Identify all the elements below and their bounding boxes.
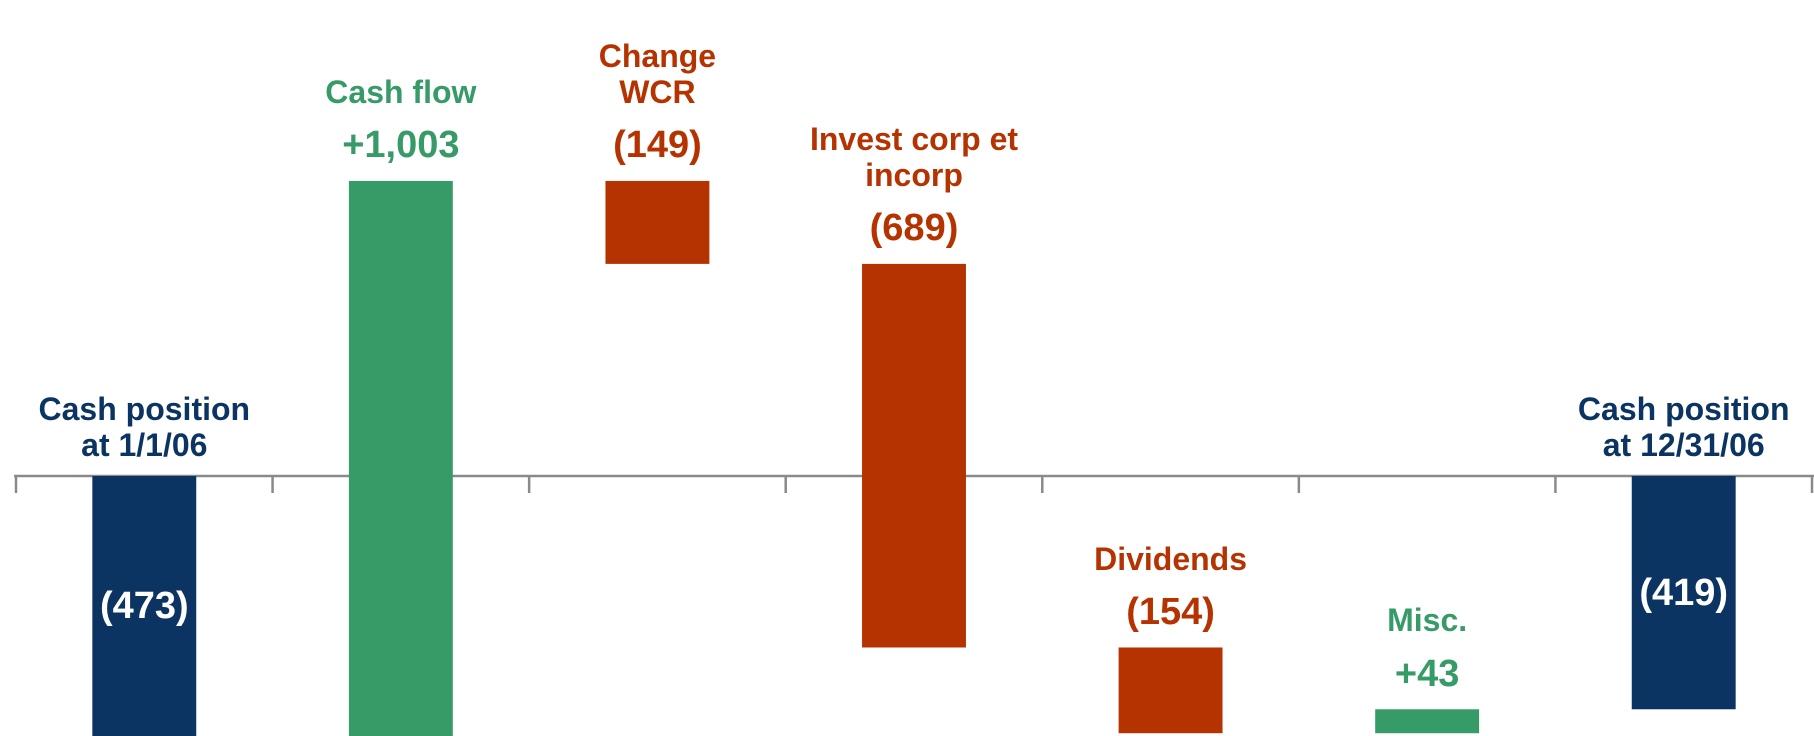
value-label: +43 [1394, 652, 1460, 695]
category-label: Invest corp et incorp [809, 121, 1019, 194]
value-label: (473) [99, 585, 189, 628]
value-label: (419) [1639, 572, 1729, 615]
category-label: Cash position at 12/31/06 [1577, 391, 1790, 464]
value-label: (149) [613, 124, 702, 167]
category-label: Dividends [1094, 540, 1248, 577]
bar [1375, 709, 1480, 734]
bar [92, 476, 197, 736]
value-label: (689) [869, 207, 959, 250]
category-label: Cash flow [325, 74, 477, 111]
bar [1118, 647, 1223, 734]
value-label: (154) [1126, 590, 1215, 633]
bar [348, 180, 453, 736]
value-label: +1,003 [342, 124, 460, 167]
category-label: Change WCR [598, 38, 717, 111]
category-label: Cash position at 1/1/06 [38, 391, 251, 464]
bar [862, 263, 966, 648]
bar [1631, 476, 1736, 710]
bar [605, 180, 710, 264]
category-label: Misc. [1387, 602, 1468, 639]
